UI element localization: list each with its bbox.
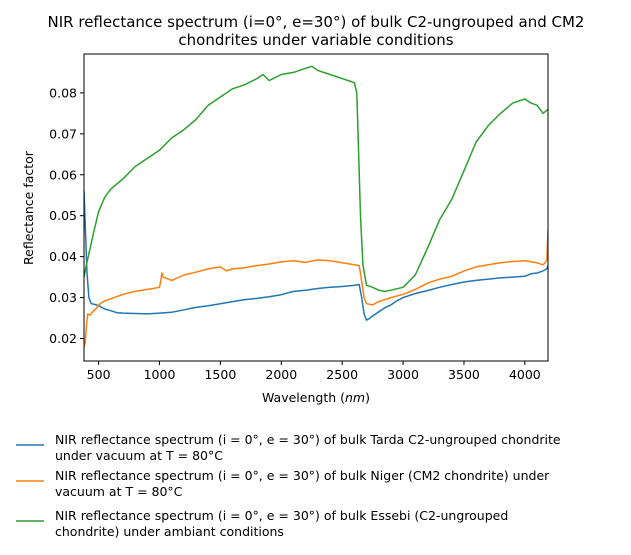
legend-label-1-line-2: under vacuum at T = 80°C — [55, 448, 223, 463]
y-tick-label: 0.05 — [49, 208, 77, 223]
x-tick-label: 4000 — [509, 367, 541, 382]
x-tick-label: 2000 — [265, 367, 297, 382]
y-tick-label: 0.04 — [49, 249, 77, 264]
y-tick-label: 0.06 — [49, 167, 77, 182]
chart-title-line-2: chondrites under variable conditions — [178, 31, 453, 49]
x-axis-label-text: Wavelength — [262, 390, 336, 405]
x-axis-label: Wavelength (nm) — [262, 390, 370, 405]
y-tick-label: 0.08 — [49, 85, 77, 100]
x-tick-label: 3000 — [387, 367, 419, 382]
x-axis-label-unit: nm — [345, 390, 365, 405]
legend-label-3-line-2: chondrite) under ambiant conditions — [55, 524, 284, 539]
series-layer — [84, 65, 548, 347]
legend-label-3-line-1: NIR reflectance spectrum (i = 0°, e = 30… — [55, 508, 508, 523]
legend: NIR reflectance spectrum (i = 0°, e = 30… — [16, 432, 561, 539]
x-tick-label: 500 — [87, 367, 111, 382]
chart-title: NIR reflectance spectrum (i=0°, e=30°) o… — [48, 13, 585, 49]
legend-label-1-line-1: NIR reflectance spectrum (i = 0°, e = 30… — [55, 432, 561, 447]
x-tick-label: 1500 — [204, 367, 236, 382]
legend-label-2-line-2: vacuum at T = 80°C — [55, 484, 183, 499]
x-tick-label: 3500 — [448, 367, 480, 382]
legend-label-2-line-1: NIR reflectance spectrum (i = 0°, e = 30… — [55, 468, 550, 483]
x-axis-ticks: 500 1000 1500 2000 2500 3000 3500 4000 — [87, 361, 541, 382]
plot-frame — [83, 53, 549, 362]
y-tick-label: 0.03 — [49, 290, 77, 305]
x-tick-label: 2500 — [326, 367, 358, 382]
x-tick-label: 1000 — [144, 367, 176, 382]
series-line-2 — [84, 229, 548, 347]
y-axis-label: Reflectance factor — [21, 150, 36, 265]
y-tick-label: 0.02 — [49, 331, 77, 346]
series-line-1 — [84, 191, 548, 321]
y-axis-ticks: 0.02 0.03 0.04 0.05 0.06 0.07 0.08 — [49, 85, 84, 346]
chart-title-line-1: NIR reflectance spectrum (i=0°, e=30°) o… — [48, 13, 585, 31]
series-line-3 — [84, 65, 548, 293]
y-tick-label: 0.07 — [49, 126, 77, 141]
